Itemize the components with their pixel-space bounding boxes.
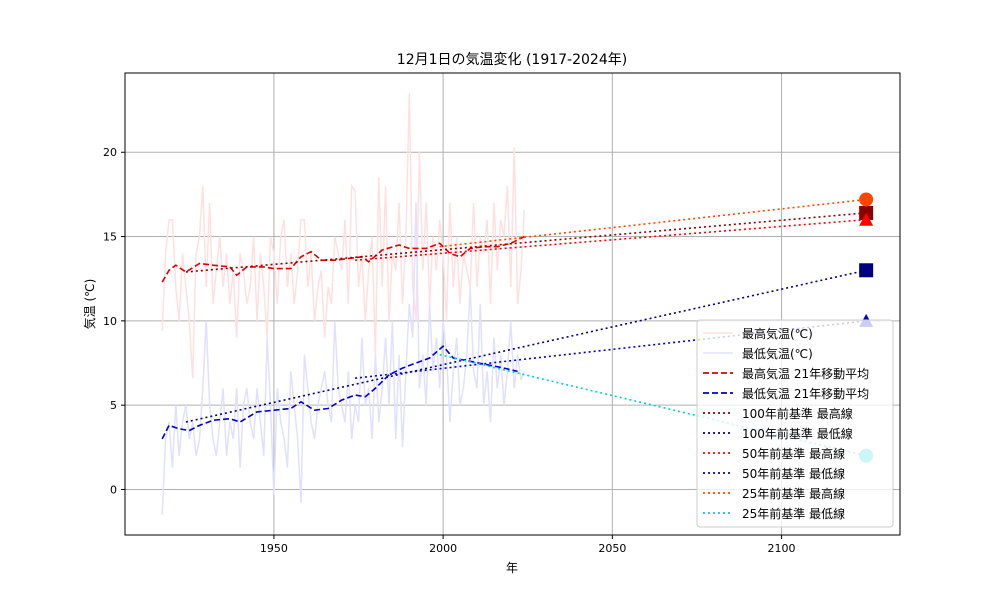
series-line-8 [439, 198, 867, 248]
y-axis-label: 気温 (℃) [82, 279, 97, 330]
legend-label: 100年前基準 最高線 [742, 406, 853, 421]
grid [125, 73, 900, 535]
series-line-7 [355, 320, 867, 379]
x-tick-label: 2000 [429, 542, 457, 555]
legend-label: 25年前基準 最高線 [742, 486, 845, 501]
legend-label: 25年前基準 最低線 [742, 506, 845, 521]
legend-label: 50年前基準 最低線 [742, 466, 845, 481]
legend-label: 最低気温(℃) [742, 346, 813, 361]
end-marker-circle [859, 192, 874, 207]
y-tick-label: 5 [110, 399, 117, 412]
x-tick-label: 1950 [260, 542, 288, 555]
series-line-2 [161, 235, 525, 283]
series-line-0 [161, 93, 526, 379]
y-tick-label: 20 [103, 146, 117, 159]
x-tick-label: 2100 [768, 542, 796, 555]
series-line-5 [185, 269, 867, 423]
series-line-1 [161, 202, 525, 515]
legend-label: 最高気温(℃) [742, 326, 813, 341]
legend-box [696, 319, 894, 528]
plot-area [161, 93, 867, 515]
series-line-3 [161, 345, 518, 440]
y-tick-label: 0 [110, 483, 117, 496]
x-tick-label: 2050 [598, 542, 626, 555]
legend-label: 100年前基準 最低線 [742, 426, 853, 441]
axes-frame [124, 72, 901, 536]
legend-label: 50年前基準 最高線 [742, 446, 845, 461]
y-tick-label: 15 [103, 231, 117, 244]
end-marker-square [859, 263, 874, 278]
end-marker-triangle [859, 212, 874, 226]
series-line-6 [355, 218, 867, 261]
y-tick-label: 10 [103, 315, 117, 328]
chart-title: 12月1日の気温変化 (1917-2024年) [397, 51, 627, 68]
legend-label: 最高気温 21年移動平均 [742, 366, 869, 381]
legend-label: 最低気温 21年移動平均 [742, 386, 869, 401]
x-axis-label: 年 [506, 561, 518, 575]
ticks: 1950 2000 2050 2100 0 5 10 15 20 [103, 146, 796, 555]
series-line-4 [185, 212, 867, 273]
